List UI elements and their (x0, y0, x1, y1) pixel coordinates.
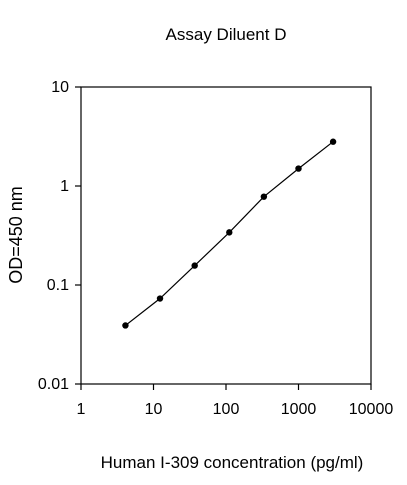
y-tick-label: 0.01 (38, 376, 69, 393)
axis-ticks: 1 10 100 1000 10000 0.01 0.1 1 10 (38, 79, 393, 418)
x-tick-label: 1000 (281, 401, 317, 418)
y-axis-label: OD=450 nm (6, 186, 26, 284)
data-point (122, 322, 129, 329)
x-tick-label: 1 (77, 401, 86, 418)
data-point (156, 295, 164, 302)
data-point (226, 229, 233, 236)
data-point (329, 138, 337, 145)
x-tick-label: 100 (213, 401, 240, 418)
x-tick-label: 10 (145, 401, 163, 418)
data-point (295, 165, 302, 172)
chart-title: Assay Diluent D (166, 25, 287, 44)
x-tick-label: 10000 (349, 401, 394, 418)
series-layer (122, 138, 337, 329)
y-tick-label: 0.1 (47, 277, 69, 294)
x-axis-label: Human I-309 concentration (pg/ml) (101, 453, 364, 472)
data-point (191, 262, 198, 269)
data-point (260, 193, 268, 200)
y-tick-label: 1 (60, 178, 69, 195)
y-tick-label: 10 (51, 79, 69, 96)
